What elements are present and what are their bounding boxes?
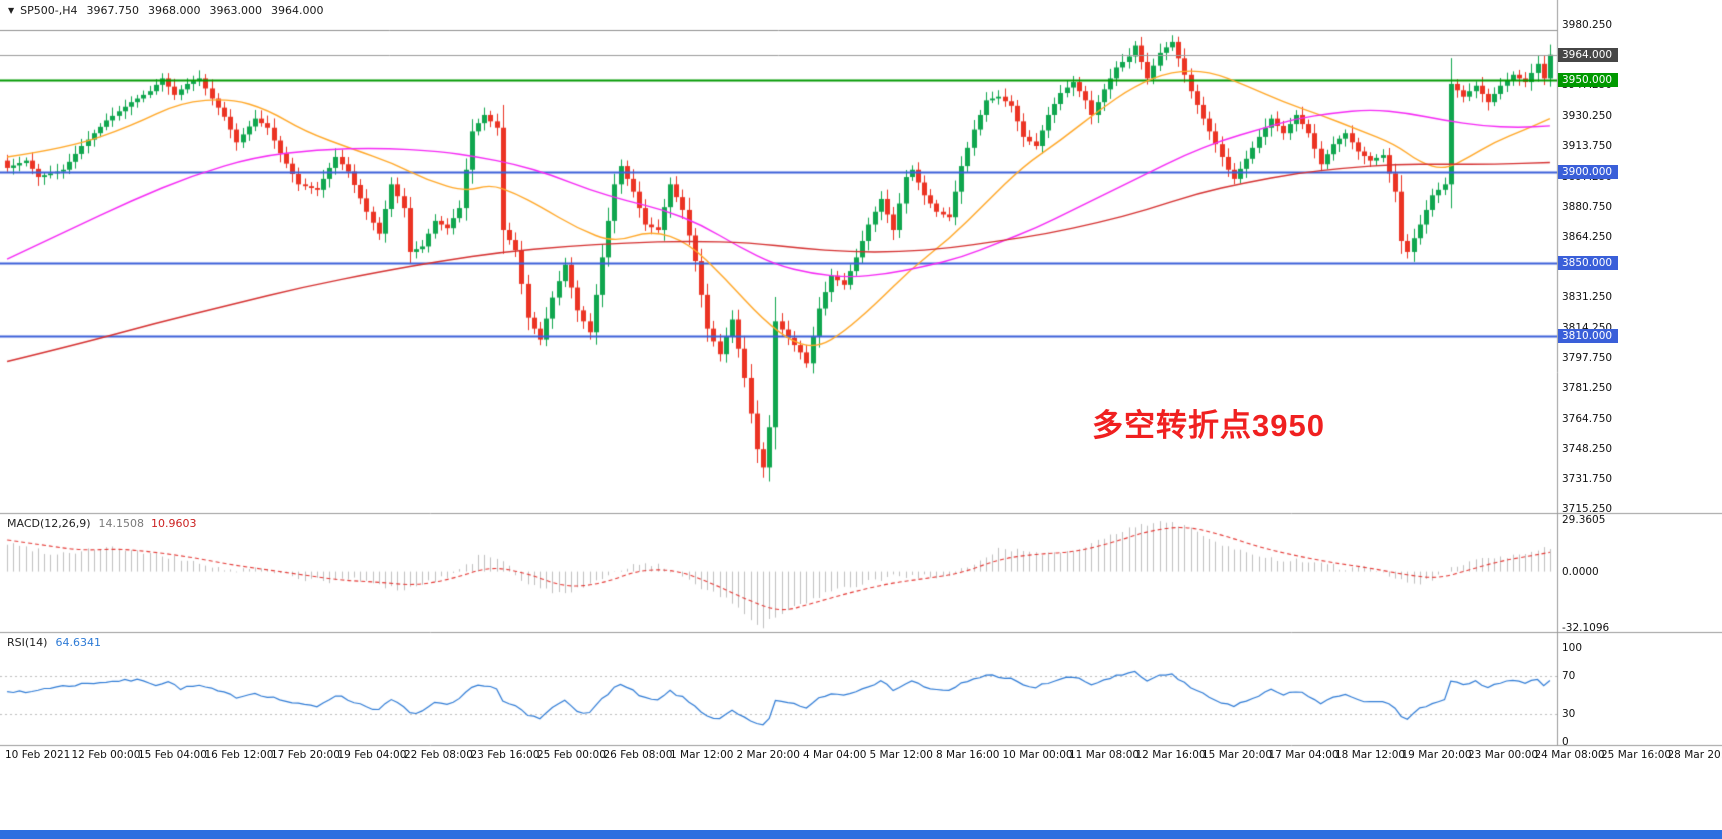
time-axis-label: 17 Feb 20:00 — [271, 749, 340, 761]
ohlc-close: 3964.000 — [271, 4, 324, 17]
symbol-timeframe-label: SP500-,H4 — [20, 4, 78, 17]
time-axis-label: 19 Mar 20:00 — [1401, 749, 1472, 761]
rsi-axis-label: 70 — [1562, 670, 1576, 683]
time-axis-label: 8 Mar 16:00 — [936, 749, 1000, 761]
time-axis-label: 24 Mar 08:00 — [1534, 749, 1605, 761]
chart-header: ▼ SP500-,H4 3967.750 3968.000 3963.000 3964.0… — [8, 4, 324, 17]
rsi-axis-label: 0 — [1562, 736, 1569, 748]
time-axis-label: 15 Feb 04:00 — [138, 749, 207, 761]
time-axis-label: 10 Feb 2021 — [5, 749, 71, 761]
rsi-label-row: RSI(14) 64.6341 — [7, 636, 101, 649]
y-axis-label: 3913.750 — [1562, 140, 1613, 153]
time-axis-label: 23 Feb 16:00 — [470, 749, 540, 761]
time-axis-label: 25 Feb 00:00 — [537, 749, 606, 761]
macd-label-row: MACD(12,26,9) 14.1508 10.9603 — [7, 517, 197, 530]
macd-axis-label: 0.0000 — [1562, 565, 1599, 578]
time-axis-label: 17 Mar 04:00 — [1268, 749, 1339, 761]
time-axis-label: 4 Mar 04:00 — [803, 749, 867, 761]
time-axis-label: 2 Mar 20:00 — [736, 749, 800, 761]
y-axis-label: 3781.250 — [1562, 382, 1613, 395]
y-axis-label: 3797.750 — [1562, 352, 1613, 365]
y-axis-label: 3748.250 — [1562, 442, 1613, 455]
chevron-down-icon[interactable]: ▼ — [8, 6, 15, 15]
ohlc-open: 3967.750 — [86, 4, 140, 17]
chart-annotation: 多空转折点3950 — [1092, 408, 1325, 443]
time-axis-label: 15 Mar 20:00 — [1202, 749, 1273, 761]
time-axis-label: 22 Feb 08:00 — [404, 749, 473, 761]
y-axis-label: 3764.750 — [1562, 412, 1613, 425]
y-axis-label: 3864.250 — [1562, 230, 1613, 243]
time-axis-label: 5 Mar 12:00 — [869, 749, 933, 761]
time-axis-label: 26 Feb 08:00 — [603, 749, 673, 761]
y-axis-label: 3731.750 — [1562, 472, 1613, 485]
price-tag-3900.000: 3900.000 — [1558, 164, 1618, 179]
time-axis-label: 11 Mar 08:00 — [1069, 749, 1140, 761]
macd-label: MACD(12,26,9) — [7, 517, 91, 530]
macd-axis-label: 29.3605 — [1562, 514, 1606, 526]
time-axis-label: 1 Mar 12:00 — [670, 749, 734, 761]
time-axis-label: 18 Mar 12:00 — [1335, 749, 1406, 761]
y-axis-label: 3980.250 — [1562, 19, 1613, 31]
y-axis-label: 3715.250 — [1562, 503, 1613, 515]
time-axis-label: 28 Mar 20:00 — [1667, 749, 1722, 761]
time-axis-label: 25 Mar 16:00 — [1601, 749, 1672, 761]
ohlc-low: 3963.000 — [209, 4, 263, 17]
rsi-axis-label: 100 — [1562, 642, 1583, 654]
rsi-value: 64.6341 — [55, 636, 101, 649]
rsi-axis-label: 30 — [1562, 707, 1576, 720]
price-tag-3964.000: 3964.000 — [1558, 47, 1618, 62]
time-axis-label: 12 Feb 00:00 — [71, 749, 141, 761]
price-tag-3810.000: 3810.000 — [1558, 328, 1618, 343]
bottom-bar — [0, 830, 1722, 839]
macd-main-value: 14.1508 — [98, 517, 145, 530]
rsi-label: RSI(14) — [7, 636, 48, 649]
ohlc-high: 3968.000 — [148, 4, 201, 17]
price-tag-3950.000: 3950.000 — [1558, 73, 1618, 88]
price-tag-3850.000: 3850.000 — [1558, 255, 1618, 270]
time-axis-label: 12 Mar 16:00 — [1135, 749, 1206, 761]
y-axis-label: 3831.250 — [1562, 291, 1613, 304]
time-axis-label: 10 Mar 00:00 — [1002, 749, 1073, 761]
macd-axis-label: -32.1096 — [1562, 622, 1610, 634]
time-axis-label: 23 Mar 00:00 — [1468, 749, 1539, 761]
macd-signal-value: 10.9603 — [151, 517, 197, 530]
y-axis-label: 3880.750 — [1562, 200, 1613, 213]
time-axis-label: 19 Feb 04:00 — [337, 749, 407, 761]
time-axis-label: 16 Feb 12:00 — [204, 749, 274, 761]
y-axis-label: 3930.250 — [1562, 110, 1613, 123]
